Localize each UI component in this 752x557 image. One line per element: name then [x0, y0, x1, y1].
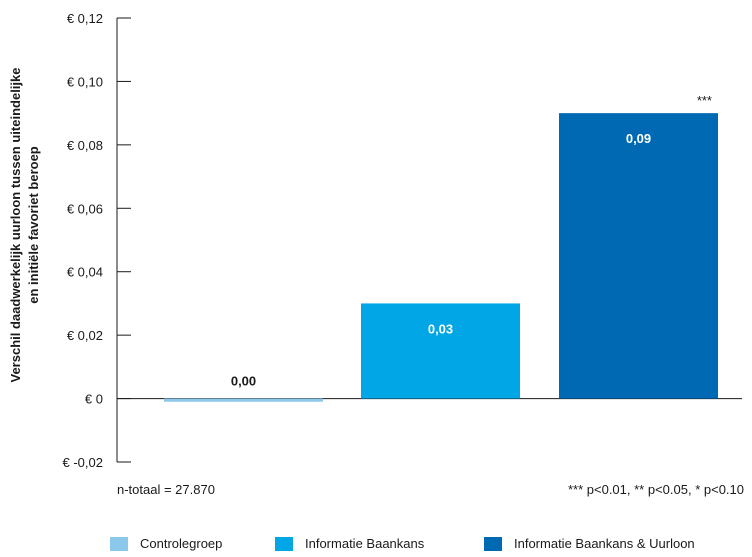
- significance-stars: ***: [697, 93, 712, 108]
- data-label: 0,09: [626, 131, 651, 146]
- y-tick-label: € 0,10: [67, 74, 103, 89]
- y-tick-label: € 0,08: [67, 138, 103, 153]
- sample-size-note: n-totaal = 27.870: [117, 482, 215, 497]
- legend-label: Controlegroep: [140, 536, 223, 551]
- legend-item-informatie-baankans: Informatie Baankans: [275, 536, 424, 551]
- y-tick-label: € 0,02: [67, 328, 103, 343]
- legend-swatch: [275, 536, 293, 551]
- data-labels: 0,00 0,03 0,09 ***: [231, 93, 712, 389]
- y-axis-label-line1: Verschil daadwerkelijk uurloon tussen ui…: [8, 68, 23, 383]
- significance-note: *** p<0.01, ** p<0.05, * p<0.10: [568, 482, 744, 497]
- bar-3: [559, 113, 718, 399]
- legend-swatch: [110, 536, 128, 551]
- bar-chart: € 0,12 € 0,10 € 0,08 € 0,06 € 0,04 € 0,02 € 0 €…: [8, 11, 744, 497]
- y-tick-label: € 0,06: [67, 201, 103, 216]
- y-tick-label: € 0,04: [67, 265, 103, 280]
- legend-item-controlegroep: Controlegroep: [110, 536, 222, 551]
- data-label: 0,00: [231, 374, 256, 389]
- legend: Controlegroep Informatie Baankans Inform…: [0, 536, 752, 556]
- y-axis-label-line2: en initiële favoriet beroep: [26, 146, 41, 304]
- legend-label: Informatie Baankans & Uurloon: [514, 536, 695, 551]
- data-label: 0,03: [428, 321, 453, 336]
- bars: [164, 113, 718, 402]
- y-tick-label: € 0,12: [67, 11, 103, 26]
- bar-1: [164, 398, 323, 402]
- bar-2: [361, 303, 520, 399]
- y-axis-ticks: € 0,12 € 0,10 € 0,08 € 0,06 € 0,04 € 0,02 € 0 €…: [63, 11, 131, 470]
- legend-swatch: [484, 536, 502, 551]
- legend-label: Informatie Baankans: [305, 536, 425, 551]
- legend-item-informatie-baankans-uurloon: Informatie Baankans & Uurloon: [484, 536, 695, 551]
- y-tick-label: € -0,02: [63, 455, 103, 470]
- y-tick-label: € 0: [85, 392, 103, 407]
